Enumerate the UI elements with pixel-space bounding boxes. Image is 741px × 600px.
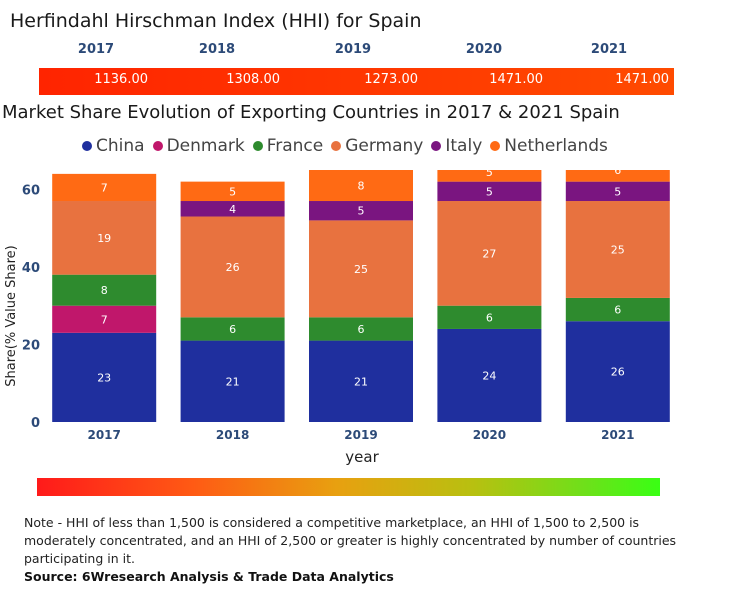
chart-title: Market Share Evolution of Exporting Coun…	[2, 102, 620, 123]
bar-data-label: 21	[354, 375, 368, 388]
bar-segment-italy[interactable]	[437, 181, 542, 202]
legend-item-china[interactable]: China	[82, 136, 145, 156]
bar-segment-netherlands[interactable]	[309, 170, 413, 202]
bar-data-label: 8	[101, 284, 108, 297]
bar-data-label: 26	[611, 366, 625, 379]
bar-data-label: 5	[486, 170, 493, 179]
x-tick-label: 2019	[344, 428, 377, 442]
bar-segment-china[interactable]	[180, 340, 285, 422]
legend-item-germany[interactable]: Germany	[331, 136, 423, 156]
y-tick-label: 20	[22, 338, 40, 353]
bar-segment-denmark[interactable]	[52, 305, 157, 333]
bar-data-label: 5	[358, 205, 365, 218]
bar-data-label: 6	[614, 304, 621, 317]
hhi-value: 1308.00	[226, 72, 280, 87]
chart-legend: China Denmark France Germany Italy Nethe…	[82, 136, 616, 156]
hhi-color-scale	[37, 478, 660, 496]
y-axis-label: Share(% Value Share)	[4, 245, 19, 387]
y-tick-label: 0	[31, 416, 40, 431]
bar-segment-france[interactable]	[309, 317, 413, 341]
bar-data-label: 25	[354, 263, 368, 276]
bar-data-label: 23	[97, 371, 111, 384]
hhi-year-header: 2020	[465, 42, 503, 57]
legend-label: China	[96, 136, 145, 156]
x-tick-label: 2017	[87, 428, 120, 442]
bar-segment-france[interactable]	[437, 305, 542, 329]
bar-segment-france[interactable]	[565, 297, 670, 322]
legend-item-netherlands[interactable]: Netherlands	[490, 136, 608, 156]
bar-segment-france[interactable]	[180, 317, 285, 341]
legend-label: Germany	[345, 136, 424, 156]
bar-data-label: 7	[101, 181, 108, 194]
legend-label: France	[266, 136, 324, 156]
stacked-bar-chart: 0 20 40 60 Share(% Value Share) 23 7 8 19 7 2017 21…	[4, 170, 670, 466]
legend-marker	[252, 141, 263, 151]
legend-marker	[331, 141, 342, 151]
bar-data-label: 4	[229, 203, 236, 216]
hhi-year-header: 2021	[590, 42, 628, 57]
hhi-year-header: 2017	[77, 42, 115, 57]
legend-label: Netherlands	[504, 136, 608, 156]
bar-data-label: 26	[226, 261, 240, 274]
hhi-value: 1471.00	[489, 72, 543, 87]
bar-data-label: 8	[358, 180, 365, 193]
bar-data-label: 6	[614, 170, 621, 177]
bar-data-label: 5	[486, 185, 493, 198]
bar-segment-netherlands[interactable]	[437, 170, 542, 182]
legend-item-denmark[interactable]: Denmark	[152, 136, 245, 156]
legend-label: Denmark	[166, 136, 245, 156]
x-tick-label: 2021	[601, 428, 634, 442]
bar-segment-netherlands[interactable]	[52, 173, 157, 202]
y-tick-label: 40	[22, 261, 40, 276]
bar-data-label: 24	[482, 369, 496, 382]
hhi-value-bar	[39, 68, 674, 95]
bar-data-label: 5	[614, 185, 621, 198]
bar-segment-china[interactable]	[52, 332, 157, 422]
hhi-value: 1136.00	[94, 72, 148, 87]
bar-segment-germany[interactable]	[309, 220, 413, 318]
legend-marker	[152, 141, 163, 151]
x-tick-label: 2018	[216, 428, 249, 442]
legend-label: Italy	[445, 136, 483, 156]
bar-segment-germany[interactable]	[565, 201, 670, 298]
hhi-value: 1471.00	[615, 72, 669, 87]
bar-segment-italy[interactable]	[565, 181, 670, 202]
bar-segment-china[interactable]	[309, 340, 413, 422]
y-tick-label: 60	[22, 183, 40, 198]
legend-item-france[interactable]: France	[252, 136, 324, 156]
bar-segment-netherlands[interactable]	[565, 170, 670, 182]
bar-segment-netherlands[interactable]	[180, 181, 285, 202]
hhi-note: Note - HHI of less than 1,500 is conside…	[24, 515, 677, 566]
legend-item-italy[interactable]: Italy	[431, 136, 482, 156]
bar-data-label: 5	[229, 185, 236, 198]
bar-segment-italy[interactable]	[180, 201, 285, 217]
bar-data-label: 6	[486, 311, 493, 324]
hhi-value: 1273.00	[364, 72, 418, 87]
hhi-year-header: 2019	[334, 42, 372, 57]
x-axis-label: year	[345, 448, 379, 466]
x-tick-label: 2020	[473, 428, 506, 442]
legend-marker	[431, 141, 442, 151]
legend-marker	[490, 141, 501, 151]
legend-marker	[82, 141, 92, 151]
bar-data-label: 27	[482, 247, 496, 260]
hhi-title: Herfindahl Hirschman Index (HHI) for Spa…	[10, 10, 422, 32]
bar-segment-china[interactable]	[437, 328, 542, 422]
bar-segment-germany[interactable]	[437, 201, 542, 306]
bar-segment-china[interactable]	[565, 321, 670, 422]
bar-data-label: 6	[229, 323, 236, 336]
bar-data-label: 25	[611, 243, 625, 256]
bar-data-label: 21	[226, 375, 240, 388]
bar-segment-france[interactable]	[52, 274, 157, 306]
bar-data-label: 6	[358, 323, 365, 336]
hhi-year-header: 2018	[198, 42, 236, 57]
source-credit: Source: 6Wresearch Analysis & Trade Data…	[24, 569, 394, 584]
bar-segment-germany[interactable]	[180, 216, 285, 318]
bar-data-label: 19	[97, 232, 111, 245]
bar-segment-germany[interactable]	[52, 201, 157, 275]
bar-segment-italy[interactable]	[309, 201, 413, 221]
bar-data-label: 7	[101, 313, 108, 326]
